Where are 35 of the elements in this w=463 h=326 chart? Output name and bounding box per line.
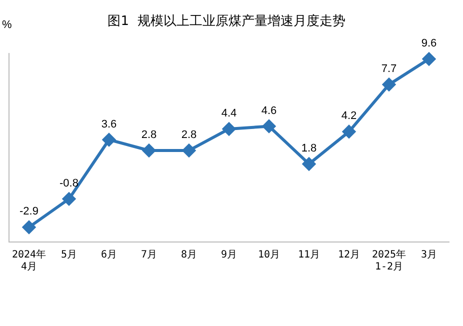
data-label: 4.6 [261, 104, 277, 117]
x-tick-label: 2025年 1-2月 [372, 248, 406, 273]
x-tick-label: 12月 [338, 250, 360, 261]
data-label: 1.8 [301, 142, 317, 154]
data-label: 2.8 [181, 129, 197, 142]
y-axis-title: % [2, 19, 12, 32]
data-label: -2.9 [20, 206, 38, 218]
point [142, 144, 156, 157]
chart-title: 图1 规模以上工业原煤产量增速月度走势 [108, 13, 346, 30]
data-label: -0.8 [60, 177, 78, 190]
point [222, 122, 236, 136]
x-tick-label: 7月 [140, 250, 158, 261]
data-label: 3.6 [101, 118, 117, 130]
point [262, 120, 276, 133]
point [302, 157, 316, 170]
point [342, 125, 356, 138]
x-tick-label: 11月 [298, 250, 320, 261]
x-tick-label: 10月 [258, 250, 280, 261]
x-tick-label: 6月 [100, 250, 118, 261]
point [22, 220, 36, 234]
data-label: 7.7 [381, 63, 397, 76]
point [102, 133, 116, 146]
data-label: 4.4 [221, 107, 237, 120]
x-tick-label: 8月 [180, 250, 198, 261]
point [422, 52, 436, 66]
point [62, 192, 76, 206]
data-label: 4.2 [341, 110, 357, 122]
x-tick-label: 2024年 4月 [12, 248, 46, 273]
point [382, 78, 396, 92]
x-tick-label: 5月 [60, 250, 78, 261]
data-label: 2.8 [141, 129, 157, 142]
data-label: 9.6 [421, 38, 437, 50]
point [182, 144, 196, 157]
x-tick-label: 9月 [220, 250, 238, 261]
x-tick-label: 3月 [420, 250, 438, 261]
